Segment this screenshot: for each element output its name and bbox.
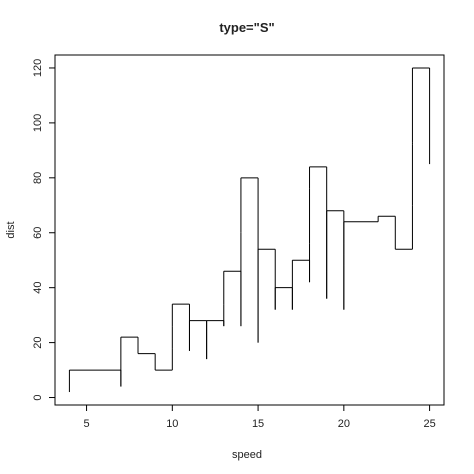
y-tick-label: 100: [32, 114, 44, 132]
x-tick-label: 25: [423, 418, 435, 430]
y-tick-label: 60: [32, 227, 44, 239]
x-axis-label: speed: [232, 449, 262, 461]
y-tick-label: 20: [32, 336, 44, 348]
x-tick-label: 15: [252, 418, 264, 430]
y-axis-label: dist: [5, 221, 17, 238]
y-tick-label: 40: [32, 282, 44, 294]
plot-frame: [54, 54, 445, 406]
x-tick-label: 20: [338, 418, 350, 430]
y-tick-label: 80: [32, 172, 44, 184]
y-tick-label: 120: [32, 59, 44, 77]
y-tick-label: 0: [32, 394, 44, 400]
x-tick-label: 5: [83, 418, 89, 430]
chart-title: type="S": [219, 20, 274, 35]
x-tick-label: 10: [166, 418, 178, 430]
